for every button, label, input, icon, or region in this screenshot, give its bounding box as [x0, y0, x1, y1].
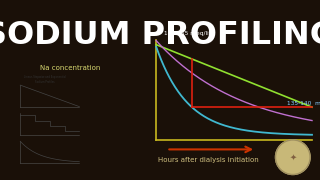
Circle shape	[276, 140, 310, 174]
Text: SODIUM PROFILING: SODIUM PROFILING	[0, 21, 320, 51]
Text: Linear, Stepwise and Exponential: Linear, Stepwise and Exponential	[24, 75, 66, 79]
Text: Hours after dialysis initiation: Hours after dialysis initiation	[158, 157, 258, 163]
Text: Na concentration: Na concentration	[40, 65, 100, 71]
Text: ✦: ✦	[289, 153, 296, 162]
Text: 135-140  meq/lit: 135-140 meq/lit	[287, 101, 320, 106]
Text: 145-155 meq/lit: 145-155 meq/lit	[164, 31, 211, 36]
Text: Sodium Profiles: Sodium Profiles	[35, 80, 54, 84]
